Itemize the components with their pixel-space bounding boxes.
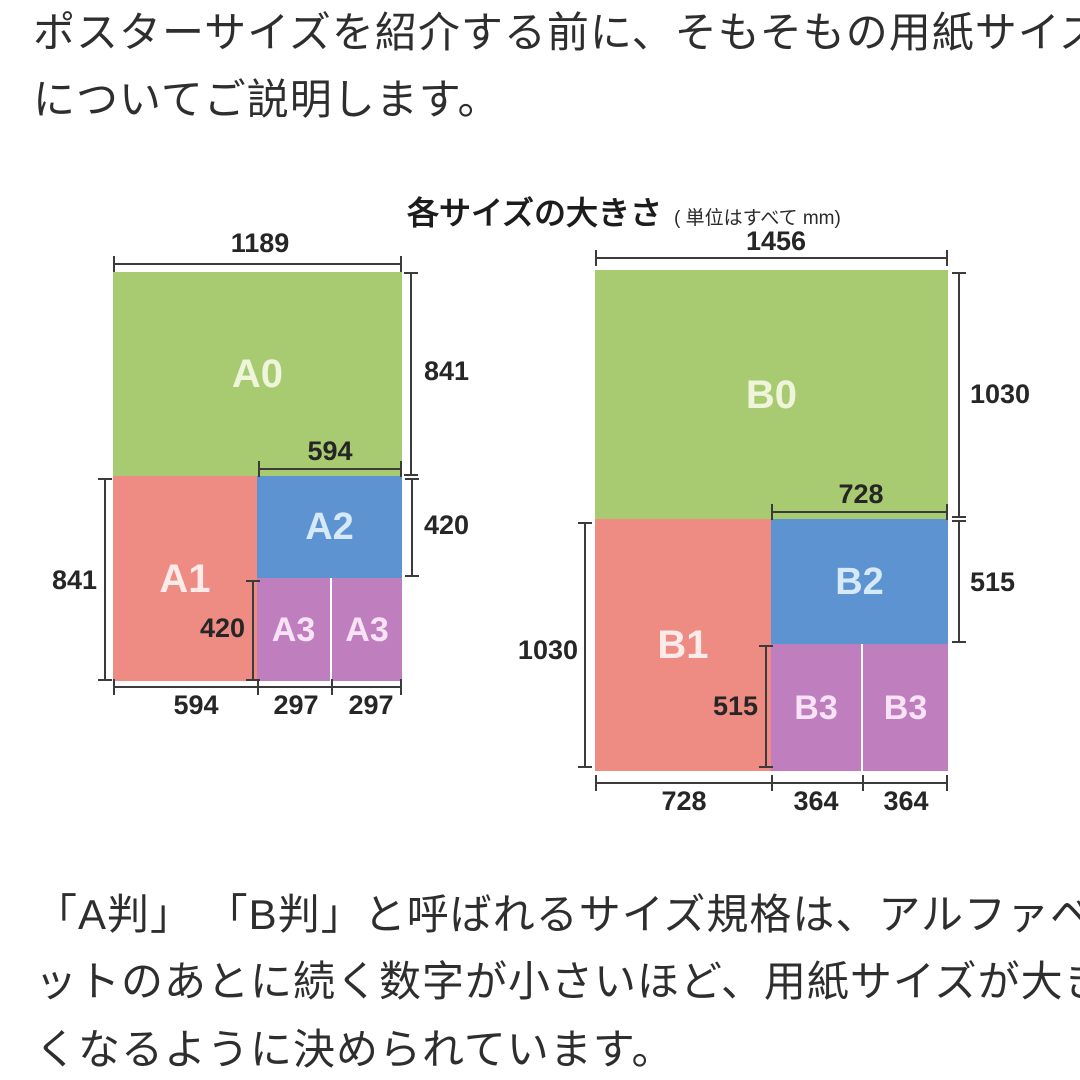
- outro-line-2: ットのあとに続く数字が小さいほど、用紙サイズが大き: [35, 958, 1080, 1005]
- panel-b3-left: B3: [771, 644, 861, 771]
- dim-line-b-right-height: [952, 272, 966, 518]
- dim-label-a2-height: 420: [424, 510, 470, 540]
- panel-a0-label: A0: [231, 352, 284, 396]
- panel-b0: B0: [595, 270, 948, 519]
- dim-label-b2-width: 728: [838, 479, 884, 509]
- panel-b1: B1: [595, 519, 771, 771]
- dim-label-b2-height: 515: [970, 567, 1016, 597]
- panel-a2: A2: [257, 476, 402, 578]
- panel-b2: B2: [771, 519, 948, 644]
- dim-label-b-top-width: 1456: [745, 226, 807, 256]
- panel-a1-label: A1: [159, 556, 211, 601]
- intro-line-2: についてご説明します。: [33, 76, 501, 123]
- panel-b3-right: B3: [863, 644, 948, 771]
- panel-a2-label: A2: [305, 506, 354, 548]
- panel-a3-right: A3: [332, 578, 402, 681]
- dim-tick-b-bottom-1: [771, 775, 773, 791]
- figure-title-row: 各サイズの大きさ ( 単位はすべて mm): [407, 188, 841, 234]
- dim-line-a2-width: [258, 461, 402, 477]
- dim-label-b-bottom-364b: 364: [883, 786, 929, 816]
- dim-label-a-top-width: 1189: [230, 228, 290, 258]
- dim-line-a-bottom: [113, 679, 402, 695]
- panel-b3-right-label: B3: [883, 688, 928, 727]
- dim-label-a1-height: 841: [51, 565, 97, 595]
- panel-b0-label: B0: [745, 372, 798, 417]
- dim-tick-a-bottom-1: [257, 679, 259, 695]
- panel-b1-label: B1: [657, 623, 709, 667]
- dim-line-b1-height: [578, 522, 592, 768]
- dim-label-a-bottom-297a: 297: [273, 690, 319, 720]
- dim-line-b-top-width: [595, 250, 948, 266]
- figure-title: 各サイズの大きさ: [407, 195, 663, 231]
- dim-line-a3-height: [246, 580, 260, 681]
- dim-label-a-bottom-594: 594: [173, 690, 219, 720]
- dim-label-b-bottom-364a: 364: [793, 786, 839, 816]
- panel-a3-left-label: A3: [271, 610, 316, 649]
- dim-label-b-right-height: 1030: [970, 379, 1031, 409]
- panel-b2-label: B2: [835, 560, 884, 603]
- dim-line-a1-height: [98, 478, 112, 681]
- panel-a3-left: A3: [257, 578, 330, 681]
- dim-label-a-right-height: 841: [424, 356, 470, 386]
- dim-line-b2-width: [771, 504, 948, 520]
- panel-b3-left-label: B3: [794, 688, 838, 727]
- dim-label-b3-height: 515: [712, 691, 758, 721]
- figure-unit-note: ( 単位はすべて mm): [674, 208, 841, 229]
- dim-tick-a-bottom-2: [331, 679, 333, 695]
- panel-a3-right-label: A3: [345, 610, 389, 649]
- panel-a1: A1: [113, 476, 257, 681]
- dim-line-b-bottom: [595, 775, 948, 791]
- dim-line-b2-height: [952, 520, 966, 643]
- dim-line-a-top-width: [113, 256, 402, 272]
- dim-tick-b-bottom-2: [862, 775, 864, 791]
- dim-line-a-right-height: [404, 272, 418, 476]
- panel-a0: A0: [113, 272, 402, 476]
- dim-line-a2-height: [405, 478, 419, 577]
- dim-label-a2-width: 594: [307, 436, 353, 466]
- outro-line-1: 「A判」 「B判」と呼ばれるサイズ規格は、アルファベ: [35, 891, 1080, 938]
- outro-line-3: くなるように決められています。: [35, 1026, 675, 1073]
- dim-label-a-bottom-297b: 297: [348, 690, 394, 720]
- intro-line-1: ポスターサイズを紹介する前に、そもそもの用紙サイズ: [33, 9, 1080, 56]
- dim-label-a3-height: 420: [199, 613, 245, 643]
- dim-label-b1-height: 1030: [517, 635, 578, 665]
- dim-label-b-bottom-728: 728: [661, 786, 707, 816]
- dim-line-b3-height: [759, 645, 773, 768]
